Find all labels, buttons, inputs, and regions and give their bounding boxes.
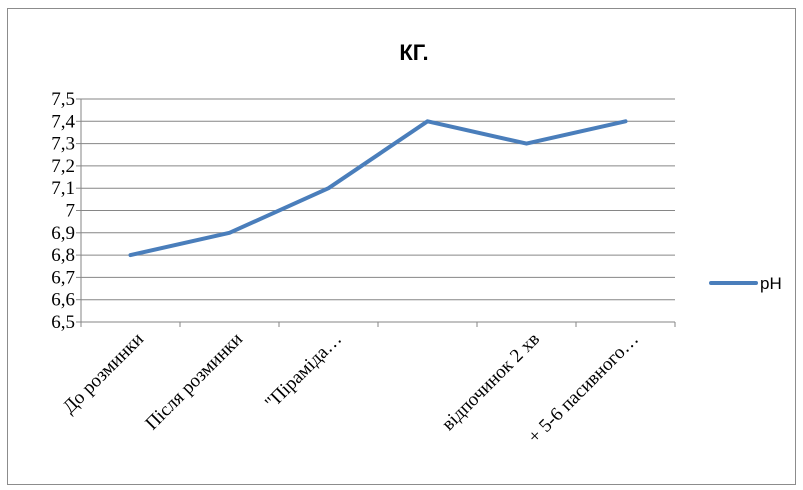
y-tick-label: 7,2 — [51, 156, 75, 177]
y-tick-label: 6,7 — [51, 267, 75, 288]
legend-label-ph: pH — [760, 274, 782, 293]
y-tick-label: 7,4 — [51, 111, 75, 132]
y-tick-label: 6,9 — [51, 223, 75, 244]
chart-title: КГ. — [399, 40, 428, 65]
y-tick-label: 6,5 — [51, 312, 75, 333]
y-tick-label: 7,1 — [51, 178, 75, 199]
y-tick-label: 7,3 — [51, 134, 75, 155]
chart-border — [8, 9, 796, 485]
y-tick-label: 6,6 — [51, 290, 75, 311]
y-tick-label: 7,5 — [51, 89, 75, 110]
y-tick-label: 7 — [66, 201, 76, 222]
y-tick-label: 6,8 — [51, 245, 75, 266]
